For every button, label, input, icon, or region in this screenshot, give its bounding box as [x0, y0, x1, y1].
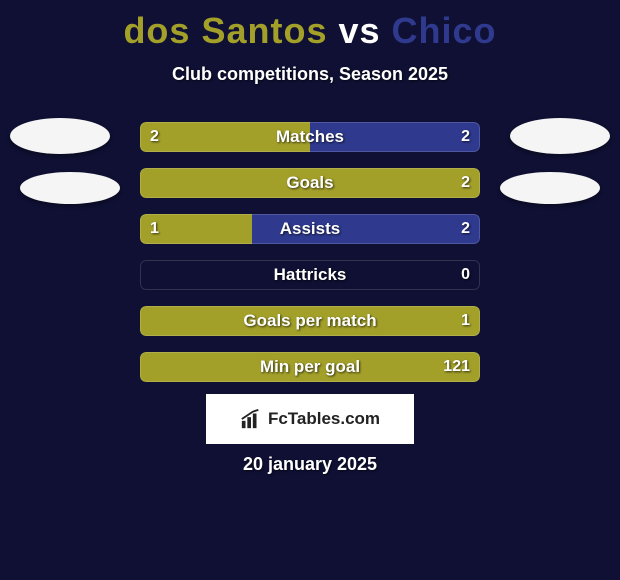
stat-bar: Goals2 [140, 168, 480, 198]
player1-name: dos Santos [123, 10, 327, 51]
player1-avatar-alt [20, 172, 120, 204]
player2-avatar [510, 118, 610, 154]
stat-bar-left-fill [140, 214, 252, 244]
stat-bar-right-fill [310, 122, 480, 152]
date-text: 20 january 2025 [0, 454, 620, 475]
subtitle: Club competitions, Season 2025 [0, 64, 620, 85]
comparison-title: dos Santos vs Chico [0, 0, 620, 52]
stat-bar-left-fill [140, 168, 480, 198]
stat-bar: Matches22 [140, 122, 480, 152]
player1-avatar [10, 118, 110, 154]
stat-bar: Goals per match1 [140, 306, 480, 336]
stat-bar-left-fill [140, 352, 480, 382]
branding-badge: FcTables.com [206, 394, 414, 444]
branding-text: FcTables.com [268, 409, 380, 429]
stat-bar: Hattricks0 [140, 260, 480, 290]
branding-icon [240, 408, 262, 430]
stat-bar: Min per goal121 [140, 352, 480, 382]
vs-text: vs [338, 10, 380, 51]
player2-name: Chico [392, 10, 497, 51]
stat-bar: Assists12 [140, 214, 480, 244]
stat-bar-left-fill [140, 306, 480, 336]
player2-avatar-alt [500, 172, 600, 204]
stat-label: Hattricks [140, 260, 480, 290]
stats-bars: Matches22 Goals2 Assists12 Hattricks0 Goals … [140, 122, 480, 398]
stat-bar-right-fill [252, 214, 480, 244]
stat-right-value: 0 [451, 260, 480, 290]
stat-bar-border [140, 260, 480, 290]
stat-bar-left-fill [140, 122, 310, 152]
